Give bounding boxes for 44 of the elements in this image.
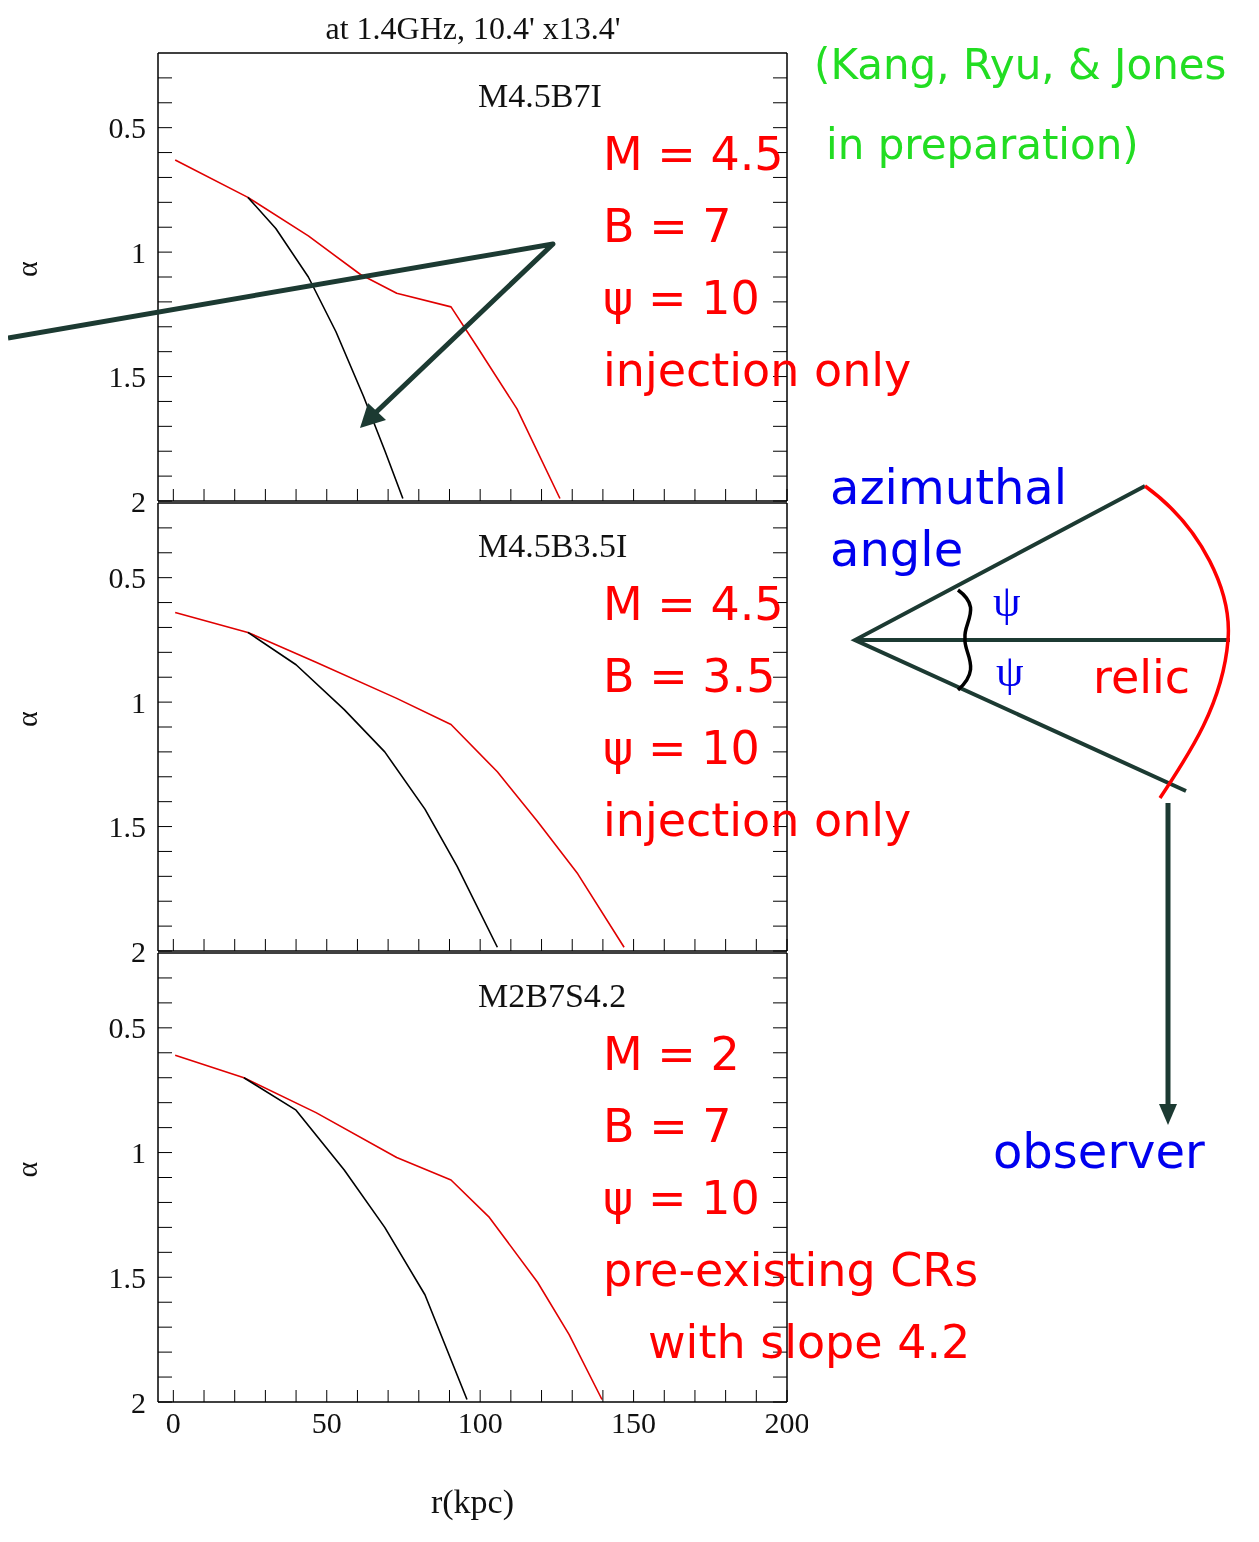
y-axis-title: α [9, 711, 43, 727]
y-tick-label: 1 [131, 1136, 146, 1170]
x-tick-label: 200 [764, 1406, 810, 1440]
y-tick-label: 2 [131, 934, 146, 968]
annotation: M = 4.5 [603, 577, 784, 631]
annotation: M = 4.5 [603, 127, 784, 181]
annotation: ψ = 10 [603, 271, 760, 325]
text: ψ [993, 576, 1022, 628]
x-axis-title: r(kpc) [430, 1483, 515, 1521]
y-tick-label: 2 [131, 1385, 146, 1419]
text: (Kang, Ryu, & Jones [814, 39, 1228, 91]
line-series [174, 1054, 603, 1401]
annotation: ψ = 10 [603, 721, 760, 775]
y-axis-title: α [9, 261, 43, 277]
chart-title: at 1.4GHz, 10.4' x13.4' [324, 10, 622, 47]
y-tick-label: 0.5 [108, 561, 146, 595]
text: observer [993, 1122, 1206, 1181]
y-tick-label: 1.5 [108, 360, 146, 394]
y-tick-label: 1.5 [108, 810, 146, 844]
annotation: B = 3.5 [603, 649, 776, 703]
x-tick-label: 100 [457, 1406, 503, 1440]
y-axis-title: α [9, 1161, 43, 1178]
y-tick-label: 0.5 [108, 1011, 146, 1045]
annotation: M2B7S4.2 [478, 977, 627, 1015]
annotation: ψ = 10 [603, 1171, 760, 1225]
text: in preparation) [826, 119, 1140, 171]
line-series [174, 159, 561, 500]
annotation: M4.5B7I [478, 77, 602, 115]
annotation: B = 7 [603, 1099, 732, 1153]
x-tick-label: 50 [311, 1406, 342, 1440]
annotation: M4.5B3.5I [478, 527, 628, 565]
x-tick-label: 150 [611, 1406, 657, 1440]
text: relic [1093, 649, 1192, 706]
x-tick-label: 0 [165, 1406, 181, 1440]
y-tick-label: 0.5 [108, 111, 146, 145]
y-tick-label: 2 [131, 484, 146, 518]
line-series [247, 631, 499, 949]
annotation: B = 7 [603, 199, 732, 253]
text: ψ [996, 646, 1025, 698]
text: azimuthal angle [830, 459, 1068, 578]
y-tick-label: 1 [131, 685, 146, 719]
y-tick-label: 1.5 [108, 1260, 146, 1294]
annotation: M = 2 [603, 1027, 740, 1081]
y-tick-label: 1 [131, 235, 146, 269]
